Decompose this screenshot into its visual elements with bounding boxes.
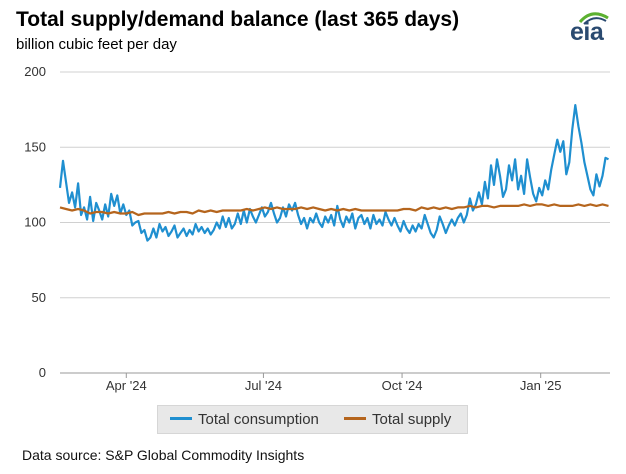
x-tick-label: Apr '24 [106,378,147,393]
data-source: Data source: S&P Global Commodity Insigh… [22,447,305,463]
line-chart: 0 50 100 150 200 Apr '24 Jul '24 Oct '24 Jan '2… [24,64,610,393]
logo-text: eia [570,18,604,46]
logo-arc-icon [578,12,609,25]
y-tick-label: 150 [24,139,46,154]
chart-title: Total supply/demand balance (last 365 da… [16,8,460,31]
x-tick-label: Jan '25 [520,378,562,393]
legend-swatch-consumption [170,416,192,420]
legend-label-consumption: Total consumption [198,411,319,428]
chart-subtitle: billion cubic feet per day [16,36,177,53]
legend-item-supply[interactable]: Total supply [344,411,451,428]
legend-item-consumption[interactable]: Total consumption [170,411,319,428]
legend: Total consumption Total supply [157,405,468,434]
x-tick-label: Oct '24 [382,378,423,393]
eia-logo: eia [566,10,614,46]
grid-lines [60,71,610,374]
x-axis: Apr '24 Jul '24 Oct '24 Jan '25 [106,373,562,393]
series-line-supply [59,203,609,217]
x-tick-label: Jul '24 [245,378,282,393]
series-line-consumption [58,104,609,242]
y-tick-label: 100 [24,215,46,230]
legend-swatch-supply [344,416,366,420]
y-tick-label: 0 [39,365,46,380]
legend-label-supply: Total supply [372,411,452,428]
y-tick-label: 50 [32,290,46,305]
y-axis: 0 50 100 150 200 [24,64,46,380]
series-lines [58,104,609,242]
y-tick-label: 200 [24,64,46,79]
